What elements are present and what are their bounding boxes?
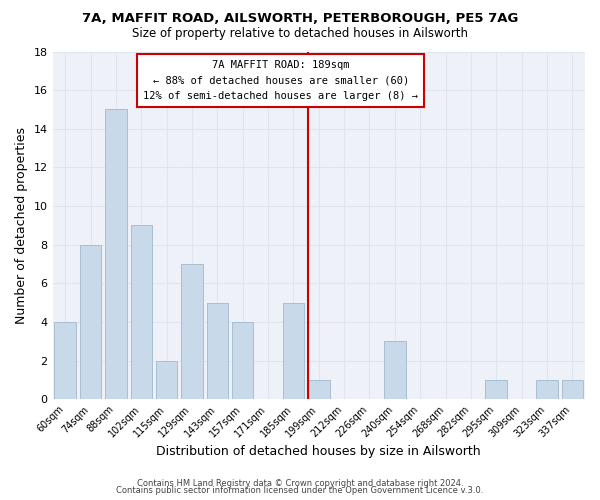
Bar	[206, 302, 228, 399]
Bar	[308, 380, 329, 399]
Bar	[536, 380, 558, 399]
Text: 7A, MAFFIT ROAD, AILSWORTH, PETERBOROUGH, PE5 7AG: 7A, MAFFIT ROAD, AILSWORTH, PETERBOROUGH…	[82, 12, 518, 26]
Text: 7A MAFFIT ROAD: 189sqm
← 88% of detached houses are smaller (60)
12% of semi-det: 7A MAFFIT ROAD: 189sqm ← 88% of detached…	[143, 60, 418, 101]
X-axis label: Distribution of detached houses by size in Ailsworth: Distribution of detached houses by size …	[157, 444, 481, 458]
Text: Contains public sector information licensed under the Open Government Licence v.: Contains public sector information licen…	[116, 486, 484, 495]
Bar	[131, 226, 152, 399]
Bar	[181, 264, 203, 399]
Bar	[156, 360, 178, 399]
Bar	[562, 380, 583, 399]
Bar	[384, 341, 406, 399]
Bar	[55, 322, 76, 399]
Bar	[232, 322, 253, 399]
Text: Contains HM Land Registry data © Crown copyright and database right 2024.: Contains HM Land Registry data © Crown c…	[137, 478, 463, 488]
Text: Size of property relative to detached houses in Ailsworth: Size of property relative to detached ho…	[132, 28, 468, 40]
Bar	[80, 244, 101, 399]
Bar	[485, 380, 507, 399]
Bar	[105, 110, 127, 399]
Bar	[283, 302, 304, 399]
Y-axis label: Number of detached properties: Number of detached properties	[15, 127, 28, 324]
